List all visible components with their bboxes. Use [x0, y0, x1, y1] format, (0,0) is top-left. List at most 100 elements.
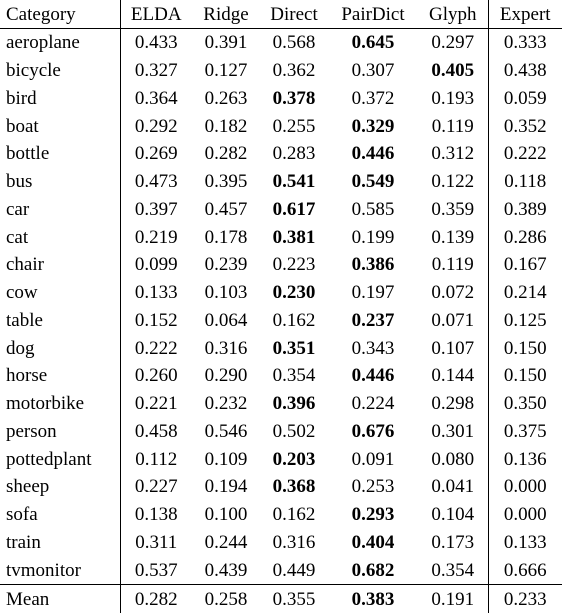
- cell: 0.457: [192, 196, 260, 224]
- cell: 0.233: [488, 585, 562, 613]
- cell: 0.368: [260, 473, 328, 501]
- cell: 0.386: [328, 251, 418, 279]
- cell: 0.290: [192, 362, 260, 390]
- row-label: aeroplane: [0, 29, 120, 57]
- cell: 0.109: [192, 445, 260, 473]
- cell: 0.125: [488, 307, 562, 335]
- cell: 0.362: [260, 57, 328, 85]
- cell: 0.103: [192, 279, 260, 307]
- cell: 0.301: [418, 418, 488, 446]
- cell: 0.676: [328, 418, 418, 446]
- cell: 0.446: [328, 362, 418, 390]
- cell: 0.237: [328, 307, 418, 335]
- cell: 0.617: [260, 196, 328, 224]
- cell: 0.041: [418, 473, 488, 501]
- row-label: sofa: [0, 501, 120, 529]
- cell: 0.383: [328, 585, 418, 613]
- row-label: motorbike: [0, 390, 120, 418]
- cell: 0.144: [418, 362, 488, 390]
- cell: 0.162: [260, 307, 328, 335]
- row-label: sheep: [0, 473, 120, 501]
- cell: 0.223: [260, 251, 328, 279]
- cell: 0.221: [120, 390, 192, 418]
- cell: 0.136: [488, 445, 562, 473]
- cell: 0.150: [488, 334, 562, 362]
- cell: 0.351: [260, 334, 328, 362]
- cell: 0.352: [488, 112, 562, 140]
- cell: 0.354: [418, 556, 488, 584]
- cell: 0.316: [192, 334, 260, 362]
- cell: 0.359: [418, 196, 488, 224]
- cell: 0.292: [120, 112, 192, 140]
- cell: 0.283: [260, 140, 328, 168]
- cell: 0.293: [328, 501, 418, 529]
- cell: 0.222: [488, 140, 562, 168]
- cell: 0.364: [120, 85, 192, 113]
- cell: 0.064: [192, 307, 260, 335]
- cell: 0.100: [192, 501, 260, 529]
- cell: 0.449: [260, 556, 328, 584]
- cell: 0.329: [328, 112, 418, 140]
- cell: 0.307: [328, 57, 418, 85]
- cell: 0.255: [260, 112, 328, 140]
- cell: 0.350: [488, 390, 562, 418]
- cell: 0.244: [192, 529, 260, 557]
- cell: 0.568: [260, 29, 328, 57]
- row-label: cow: [0, 279, 120, 307]
- column-header: Category: [0, 0, 120, 29]
- cell: 0.645: [328, 29, 418, 57]
- cell: 0.133: [488, 529, 562, 557]
- cell: 0.473: [120, 168, 192, 196]
- cell: 0.333: [488, 29, 562, 57]
- cell: 0.502: [260, 418, 328, 446]
- cell: 0.193: [418, 85, 488, 113]
- cell: 0.260: [120, 362, 192, 390]
- cell: 0.178: [192, 223, 260, 251]
- column-header: Glyph: [418, 0, 488, 29]
- cell: 0.000: [488, 473, 562, 501]
- cell: 0.203: [260, 445, 328, 473]
- cell: 0.119: [418, 112, 488, 140]
- row-label: bottle: [0, 140, 120, 168]
- cell: 0.381: [260, 223, 328, 251]
- cell: 0.316: [260, 529, 328, 557]
- column-header: Ridge: [192, 0, 260, 29]
- cell: 0.119: [418, 251, 488, 279]
- row-label: Mean: [0, 585, 120, 613]
- cell: 0.224: [328, 390, 418, 418]
- cell: 0.666: [488, 556, 562, 584]
- cell: 0.549: [328, 168, 418, 196]
- cell: 0.152: [120, 307, 192, 335]
- row-label: pottedplant: [0, 445, 120, 473]
- cell: 0.059: [488, 85, 562, 113]
- cell: 0.263: [192, 85, 260, 113]
- cell: 0.389: [488, 196, 562, 224]
- cell: 0.194: [192, 473, 260, 501]
- cell: 0.405: [418, 57, 488, 85]
- cell: 0.446: [328, 140, 418, 168]
- cell: 0.214: [488, 279, 562, 307]
- cell: 0.080: [418, 445, 488, 473]
- cell: 0.682: [328, 556, 418, 584]
- cell: 0.253: [328, 473, 418, 501]
- cell: 0.219: [120, 223, 192, 251]
- cell: 0.072: [418, 279, 488, 307]
- row-label: horse: [0, 362, 120, 390]
- row-label: chair: [0, 251, 120, 279]
- cell: 0.298: [418, 390, 488, 418]
- cell: 0.541: [260, 168, 328, 196]
- cell: 0.167: [488, 251, 562, 279]
- cell: 0.439: [192, 556, 260, 584]
- cell: 0.182: [192, 112, 260, 140]
